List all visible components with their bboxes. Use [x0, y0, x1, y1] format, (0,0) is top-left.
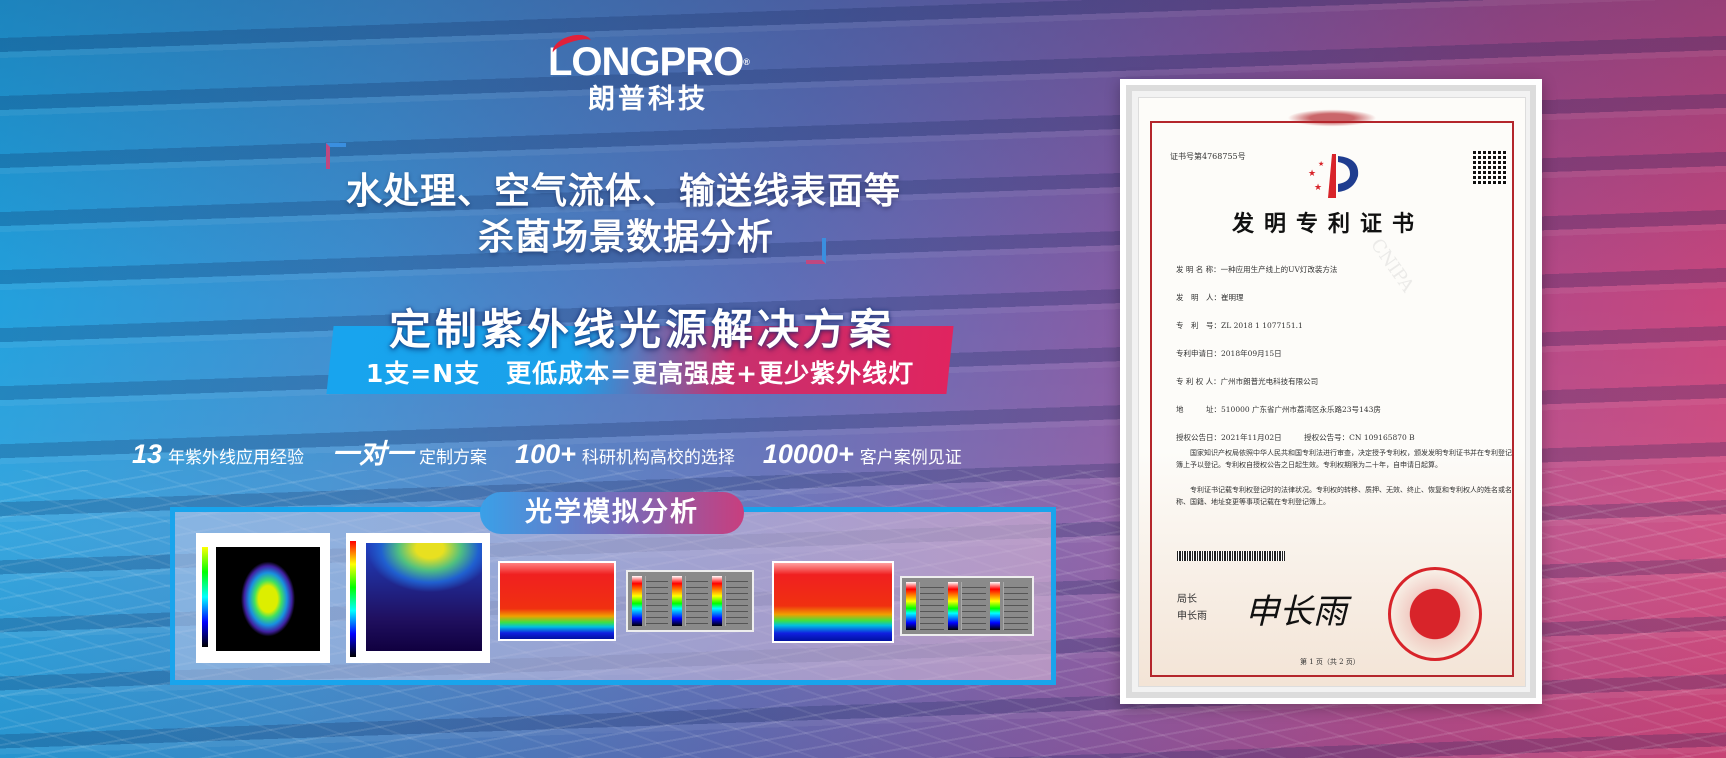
- svg-text:★: ★: [1314, 183, 1322, 193]
- signer-title: 局长: [1177, 594, 1197, 605]
- qr-code: [1470, 147, 1510, 187]
- brand-name-cn: 朗普科技: [588, 84, 708, 115]
- simulation-image-spot: [196, 533, 330, 663]
- simulation-heatmap-1: [498, 561, 616, 641]
- banner-subtitle: 1支=N支 更低成本=更高强度+更少紫外线灯: [365, 359, 915, 388]
- close-bracket-icon: [806, 238, 826, 264]
- headline-line1: 水处理、空气流体、输送线表面等: [346, 171, 902, 212]
- cert-field: 专 利 权 人：广州市朗普光电科技有限公司: [1176, 377, 1319, 386]
- stat-value: 一对一: [332, 439, 414, 469]
- stat-label: 年紫外线应用经验: [168, 448, 305, 468]
- simulation-heatmap-2: [772, 561, 894, 643]
- cert-field: 发 明 名 称：一种应用生产线上的UV灯改装方法: [1176, 265, 1338, 274]
- certificate-number: 证书号第4768755号: [1170, 152, 1246, 161]
- signer-name: 申长雨: [1177, 611, 1207, 622]
- stat-label: 定制方案: [419, 448, 488, 468]
- svg-text:★: ★: [1318, 160, 1324, 168]
- official-seal-icon: [1388, 567, 1482, 661]
- stat-value: 10000+: [762, 439, 854, 469]
- page-number: 第 1 页（共 2 页）: [1300, 658, 1360, 666]
- barcode: [1177, 551, 1285, 561]
- stat-label: 科研机构高校的选择: [581, 448, 735, 468]
- stat-value: 100+: [515, 439, 576, 469]
- brand-logo: LONGPRO® 朗普科技: [548, 30, 750, 116]
- stat-value: 13: [132, 439, 163, 469]
- simulation-image-field: [346, 533, 490, 663]
- cert-field: 专 利 号：ZL 2018 1 1077151.1: [1176, 321, 1303, 330]
- cert-field: 授权公告日：2021年11月02日 授权公告号：CN 109165870 B: [1176, 433, 1415, 442]
- registered-mark: ®: [743, 57, 750, 67]
- cert-paragraph: 国家知识产权局依照中华人民共和国专利法进行审查，决定授予专利权，颁发发明专利证书…: [1176, 449, 1512, 469]
- signature: 申长雨: [1245, 592, 1347, 632]
- stats-row: 13 年紫外线应用经验 一对一 定制方案 100+ 科研机构高校的选择 10000+ 客…: [132, 432, 984, 471]
- banner-title: 定制紫外线光源解决方案: [388, 305, 895, 354]
- brand-name: LONGPRO: [548, 40, 744, 84]
- colorbar-group-2: [900, 576, 1034, 636]
- panel-title: 光学模拟分析: [480, 492, 744, 534]
- certificate-title: 发明专利证书: [1232, 211, 1425, 237]
- cert-field: 发 明 人：崔明理: [1176, 293, 1244, 302]
- svg-text:★: ★: [1308, 169, 1316, 179]
- cert-field: 地 址：510000 广东省广州市荔湾区永乐路23号143房: [1176, 405, 1381, 414]
- ornament-icon: [1280, 108, 1384, 128]
- colorbar-group-1: [626, 570, 754, 632]
- stat-label: 客户案例见证: [859, 448, 962, 468]
- headline-line2: 杀菌场景数据分析: [478, 217, 775, 258]
- cnipa-logo-icon: ★★★: [1308, 154, 1359, 198]
- cert-field: 专利申请日：2018年09月15日: [1176, 349, 1282, 358]
- open-bracket-icon: [326, 143, 346, 169]
- cert-paragraph: 专利证书记载专利权登记时的法律状况。专利权的转移、质押、无效、终止、恢复和专利权…: [1176, 486, 1512, 506]
